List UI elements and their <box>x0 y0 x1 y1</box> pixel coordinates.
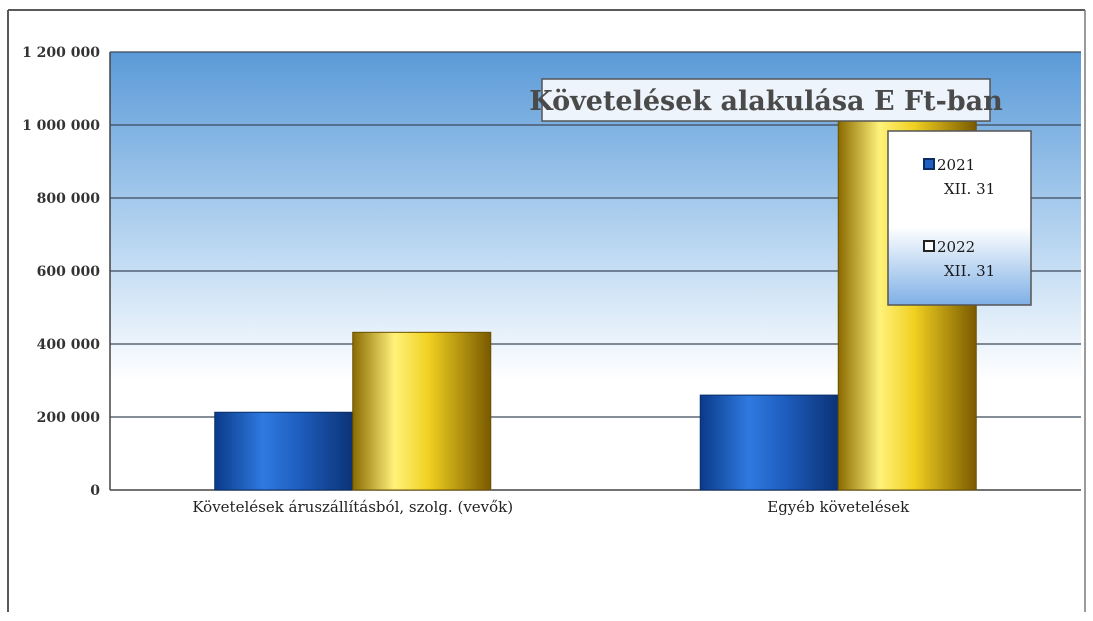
bar-series-1 <box>214 411 354 491</box>
x-axis-labels: Követelések áruszállításból, szolg. (vev… <box>192 498 910 516</box>
y-tick-label: 600 000 <box>37 264 101 280</box>
y-axis-labels: 0 200 000 400 000 600 000 800 000 1 000 000 1 … <box>22 45 100 499</box>
y-tick-label: 1 000 000 <box>22 118 100 134</box>
y-tick-label: 200 000 <box>37 410 101 426</box>
legend-label: XII. 31 <box>944 180 995 198</box>
y-tick-label: 400 000 <box>37 337 101 353</box>
chart-title-box: Követelések alakulása E Ft-ban <box>529 78 1003 122</box>
legend-swatch <box>923 158 935 170</box>
legend-swatch <box>923 240 935 252</box>
x-tick-label: Követelések áruszállításból, szolg. (vev… <box>192 498 513 516</box>
legend: 2021 XII. 31 2022 XII. 31 <box>887 130 1032 306</box>
bar-series-1 <box>699 394 839 491</box>
chart-title: Követelések alakulása E Ft-ban <box>529 86 1003 117</box>
x-tick-label: Egyéb követelések <box>767 498 910 516</box>
legend-label: 2021 <box>937 156 975 174</box>
legend-label: XII. 31 <box>944 262 995 280</box>
y-tick-label: 1 200 000 <box>22 45 100 61</box>
legend-label: 2022 <box>937 238 975 256</box>
bar-series-2 <box>352 331 492 491</box>
y-tick-label: 800 000 <box>37 191 101 207</box>
y-tick-label: 0 <box>90 483 100 499</box>
